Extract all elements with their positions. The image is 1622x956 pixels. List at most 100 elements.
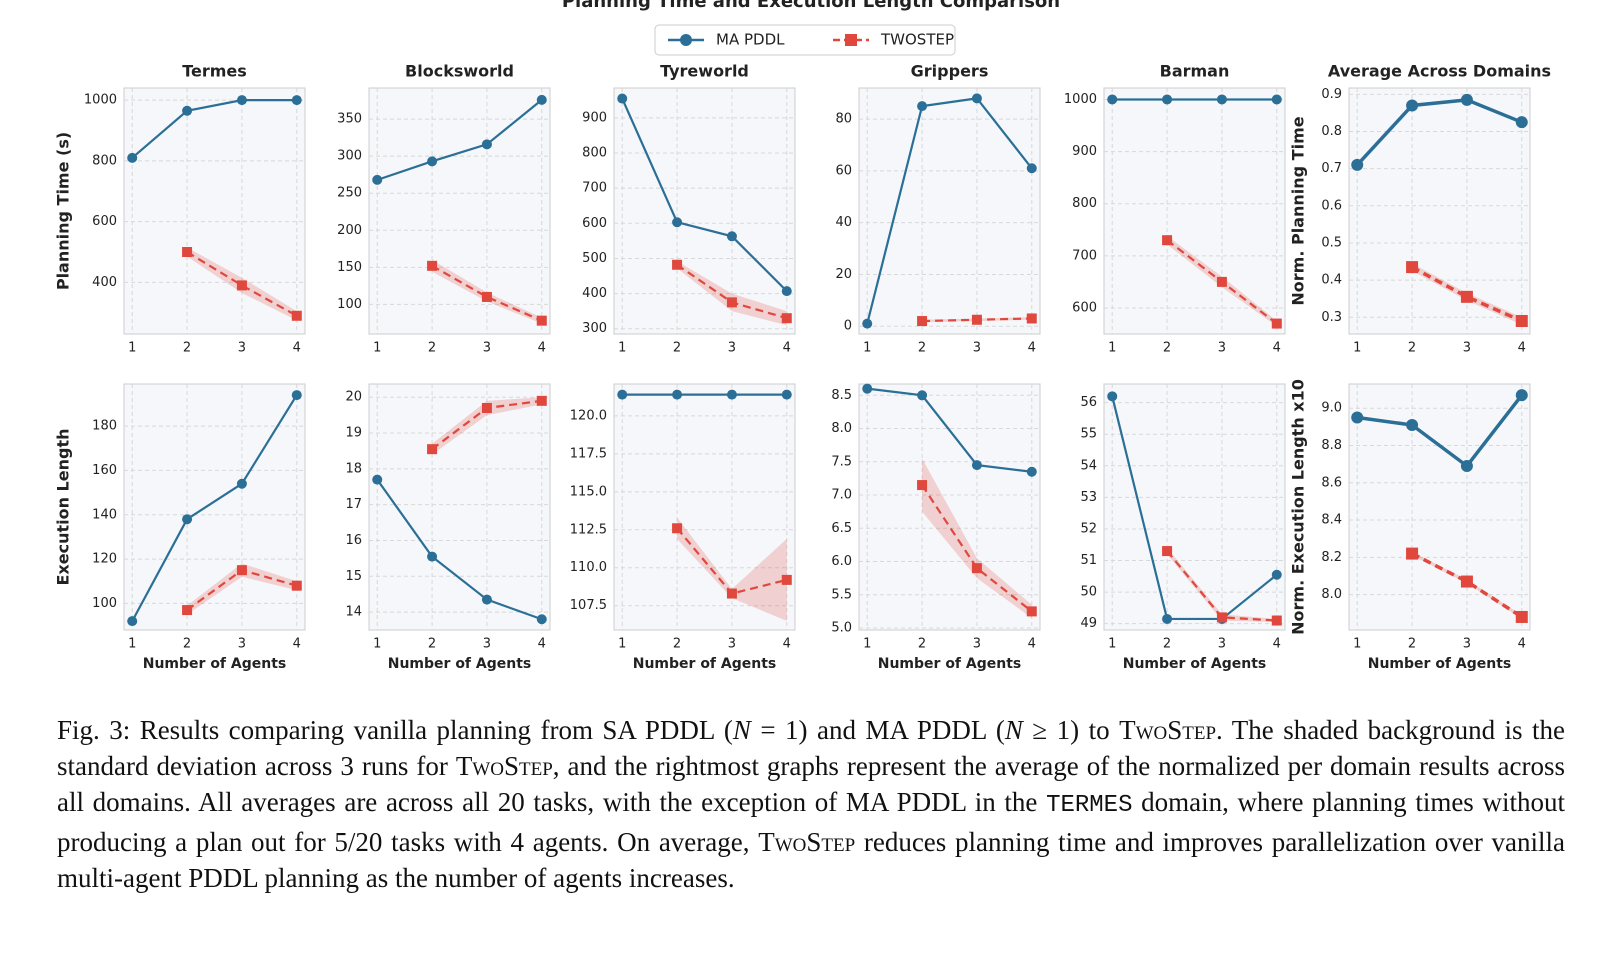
x-tick-label: 1 <box>863 637 871 652</box>
subplot-title: Blocksworld <box>405 62 514 81</box>
subplot-title: Grippers <box>911 62 989 81</box>
y-tick-label: 8.5 <box>831 388 852 403</box>
marker <box>917 316 928 327</box>
subplot: Grippers 0 20 40 60 80 1 2 3 4 <box>835 62 1041 356</box>
y-axis-label: Norm. Planning Time <box>1289 116 1308 305</box>
series-line <box>1355 98 1523 167</box>
y-tick-label: 700 <box>1072 248 1097 263</box>
marker <box>1026 163 1037 174</box>
marker <box>1026 313 1037 324</box>
marker <box>1351 411 1364 424</box>
subplot: 5.0 5.5 6.0 6.5 7.0 7.5 8.0 8.5 1 2 3 4 Number of Ag… <box>831 383 1041 672</box>
marker <box>182 605 193 616</box>
y-tick-label: 8.0 <box>1321 587 1342 602</box>
marker <box>372 474 383 485</box>
y-tick-label: 800 <box>92 153 117 168</box>
caption-text: Fig. 3: Results comparing vanilla planni… <box>57 715 733 745</box>
y-tick-label: 8.2 <box>1321 550 1342 565</box>
x-tick-label: 1 <box>863 341 871 356</box>
marker <box>182 514 193 525</box>
y-tick-label: 800 <box>1072 196 1097 211</box>
x-axis-label: Number of Agents <box>633 656 777 672</box>
marker <box>291 310 302 321</box>
figure: Planning Time and Execution Length Compa… <box>54 0 1552 672</box>
x-tick-label: 3 <box>1218 341 1226 356</box>
marker <box>672 389 683 400</box>
subplot: 107.5 110.0 112.5 115.0 117.5 120.0 1 2 3 4 Number… <box>570 383 796 672</box>
series-line <box>131 394 298 622</box>
caption: Fig. 3: Results comparing vanilla planni… <box>57 712 1565 896</box>
x-tick-label: 4 <box>783 341 791 356</box>
x-axis-label: Number of Agents <box>143 656 287 672</box>
marker <box>617 93 628 104</box>
y-tick-label: 16 <box>345 533 362 548</box>
subplot: Termes 400 600 800 1000 1 2 3 4 Planning Time (s) <box>54 62 306 356</box>
y-tick-label: 600 <box>92 214 117 229</box>
marker <box>845 34 857 46</box>
x-tick-label: 4 <box>538 341 546 356</box>
y-tick-label: 6.0 <box>831 554 852 569</box>
plot-area <box>1348 87 1531 335</box>
y-tick-label: 50 <box>1080 585 1097 600</box>
x-tick-label: 1 <box>618 637 626 652</box>
marker <box>917 480 928 491</box>
y-tick-label: 1000 <box>1064 92 1097 107</box>
y-tick-label: 6.5 <box>831 521 852 536</box>
y-tick-label: 0.4 <box>1321 273 1342 288</box>
marker <box>1026 606 1037 617</box>
y-tick-label: 600 <box>582 216 607 231</box>
marker <box>1271 615 1282 626</box>
marker <box>726 231 737 242</box>
marker <box>1162 546 1173 557</box>
y-tick-label: 7.5 <box>831 454 852 469</box>
subplot-title: Barman <box>1160 62 1230 81</box>
series-line <box>866 97 1033 324</box>
y-tick-label: 5.5 <box>831 587 852 602</box>
x-tick-label: 3 <box>238 637 246 652</box>
caption-text: . The shaded background is the standard … <box>57 715 1566 781</box>
marker <box>971 563 982 574</box>
marker <box>680 34 692 46</box>
marker <box>1406 261 1419 274</box>
y-tick-label: 350 <box>337 112 362 127</box>
marker <box>726 389 737 400</box>
marker <box>1026 466 1037 477</box>
marker <box>1460 575 1473 588</box>
series-line <box>921 484 1033 613</box>
y-tick-label: 0 <box>844 319 852 334</box>
plot-area <box>123 383 306 631</box>
y-tick-label: 19 <box>345 426 362 441</box>
x-tick-label: 4 <box>293 341 301 356</box>
x-tick-label: 4 <box>783 637 791 652</box>
subplot: Average Across Domains 0.3 0.4 0.5 0.6 0.7 0.8… <box>1289 62 1552 356</box>
caption-text: N <box>732 715 751 745</box>
marker <box>971 314 982 325</box>
series-line <box>131 99 297 159</box>
y-tick-label: 40 <box>835 215 852 230</box>
marker <box>1515 116 1528 129</box>
legend-label: TWOSTEP <box>880 31 954 49</box>
x-tick-label: 4 <box>1028 637 1036 652</box>
y-tick-label: 55 <box>1080 427 1097 442</box>
marker <box>481 402 492 413</box>
marker <box>1460 460 1473 472</box>
plot-area <box>368 383 551 631</box>
caption-text: TwoStep <box>1119 715 1217 745</box>
y-axis-label: Execution Length <box>54 429 73 586</box>
marker <box>1271 569 1282 580</box>
y-tick-label: 9.0 <box>1321 401 1342 416</box>
y-axis-label: Norm. Execution Length x10 <box>1289 379 1308 635</box>
x-tick-label: 2 <box>428 341 436 356</box>
x-tick-label: 2 <box>673 341 681 356</box>
x-tick-label: 2 <box>918 341 926 356</box>
marker <box>536 315 547 326</box>
marker <box>1216 94 1227 105</box>
y-tick-label: 150 <box>337 260 362 275</box>
marker <box>672 523 683 534</box>
x-axis-label: Number of Agents <box>1368 656 1512 672</box>
y-tick-label: 300 <box>582 321 607 336</box>
marker <box>1107 94 1118 105</box>
series-line <box>1411 552 1523 619</box>
marker <box>182 247 193 257</box>
x-tick-label: 3 <box>483 637 491 652</box>
